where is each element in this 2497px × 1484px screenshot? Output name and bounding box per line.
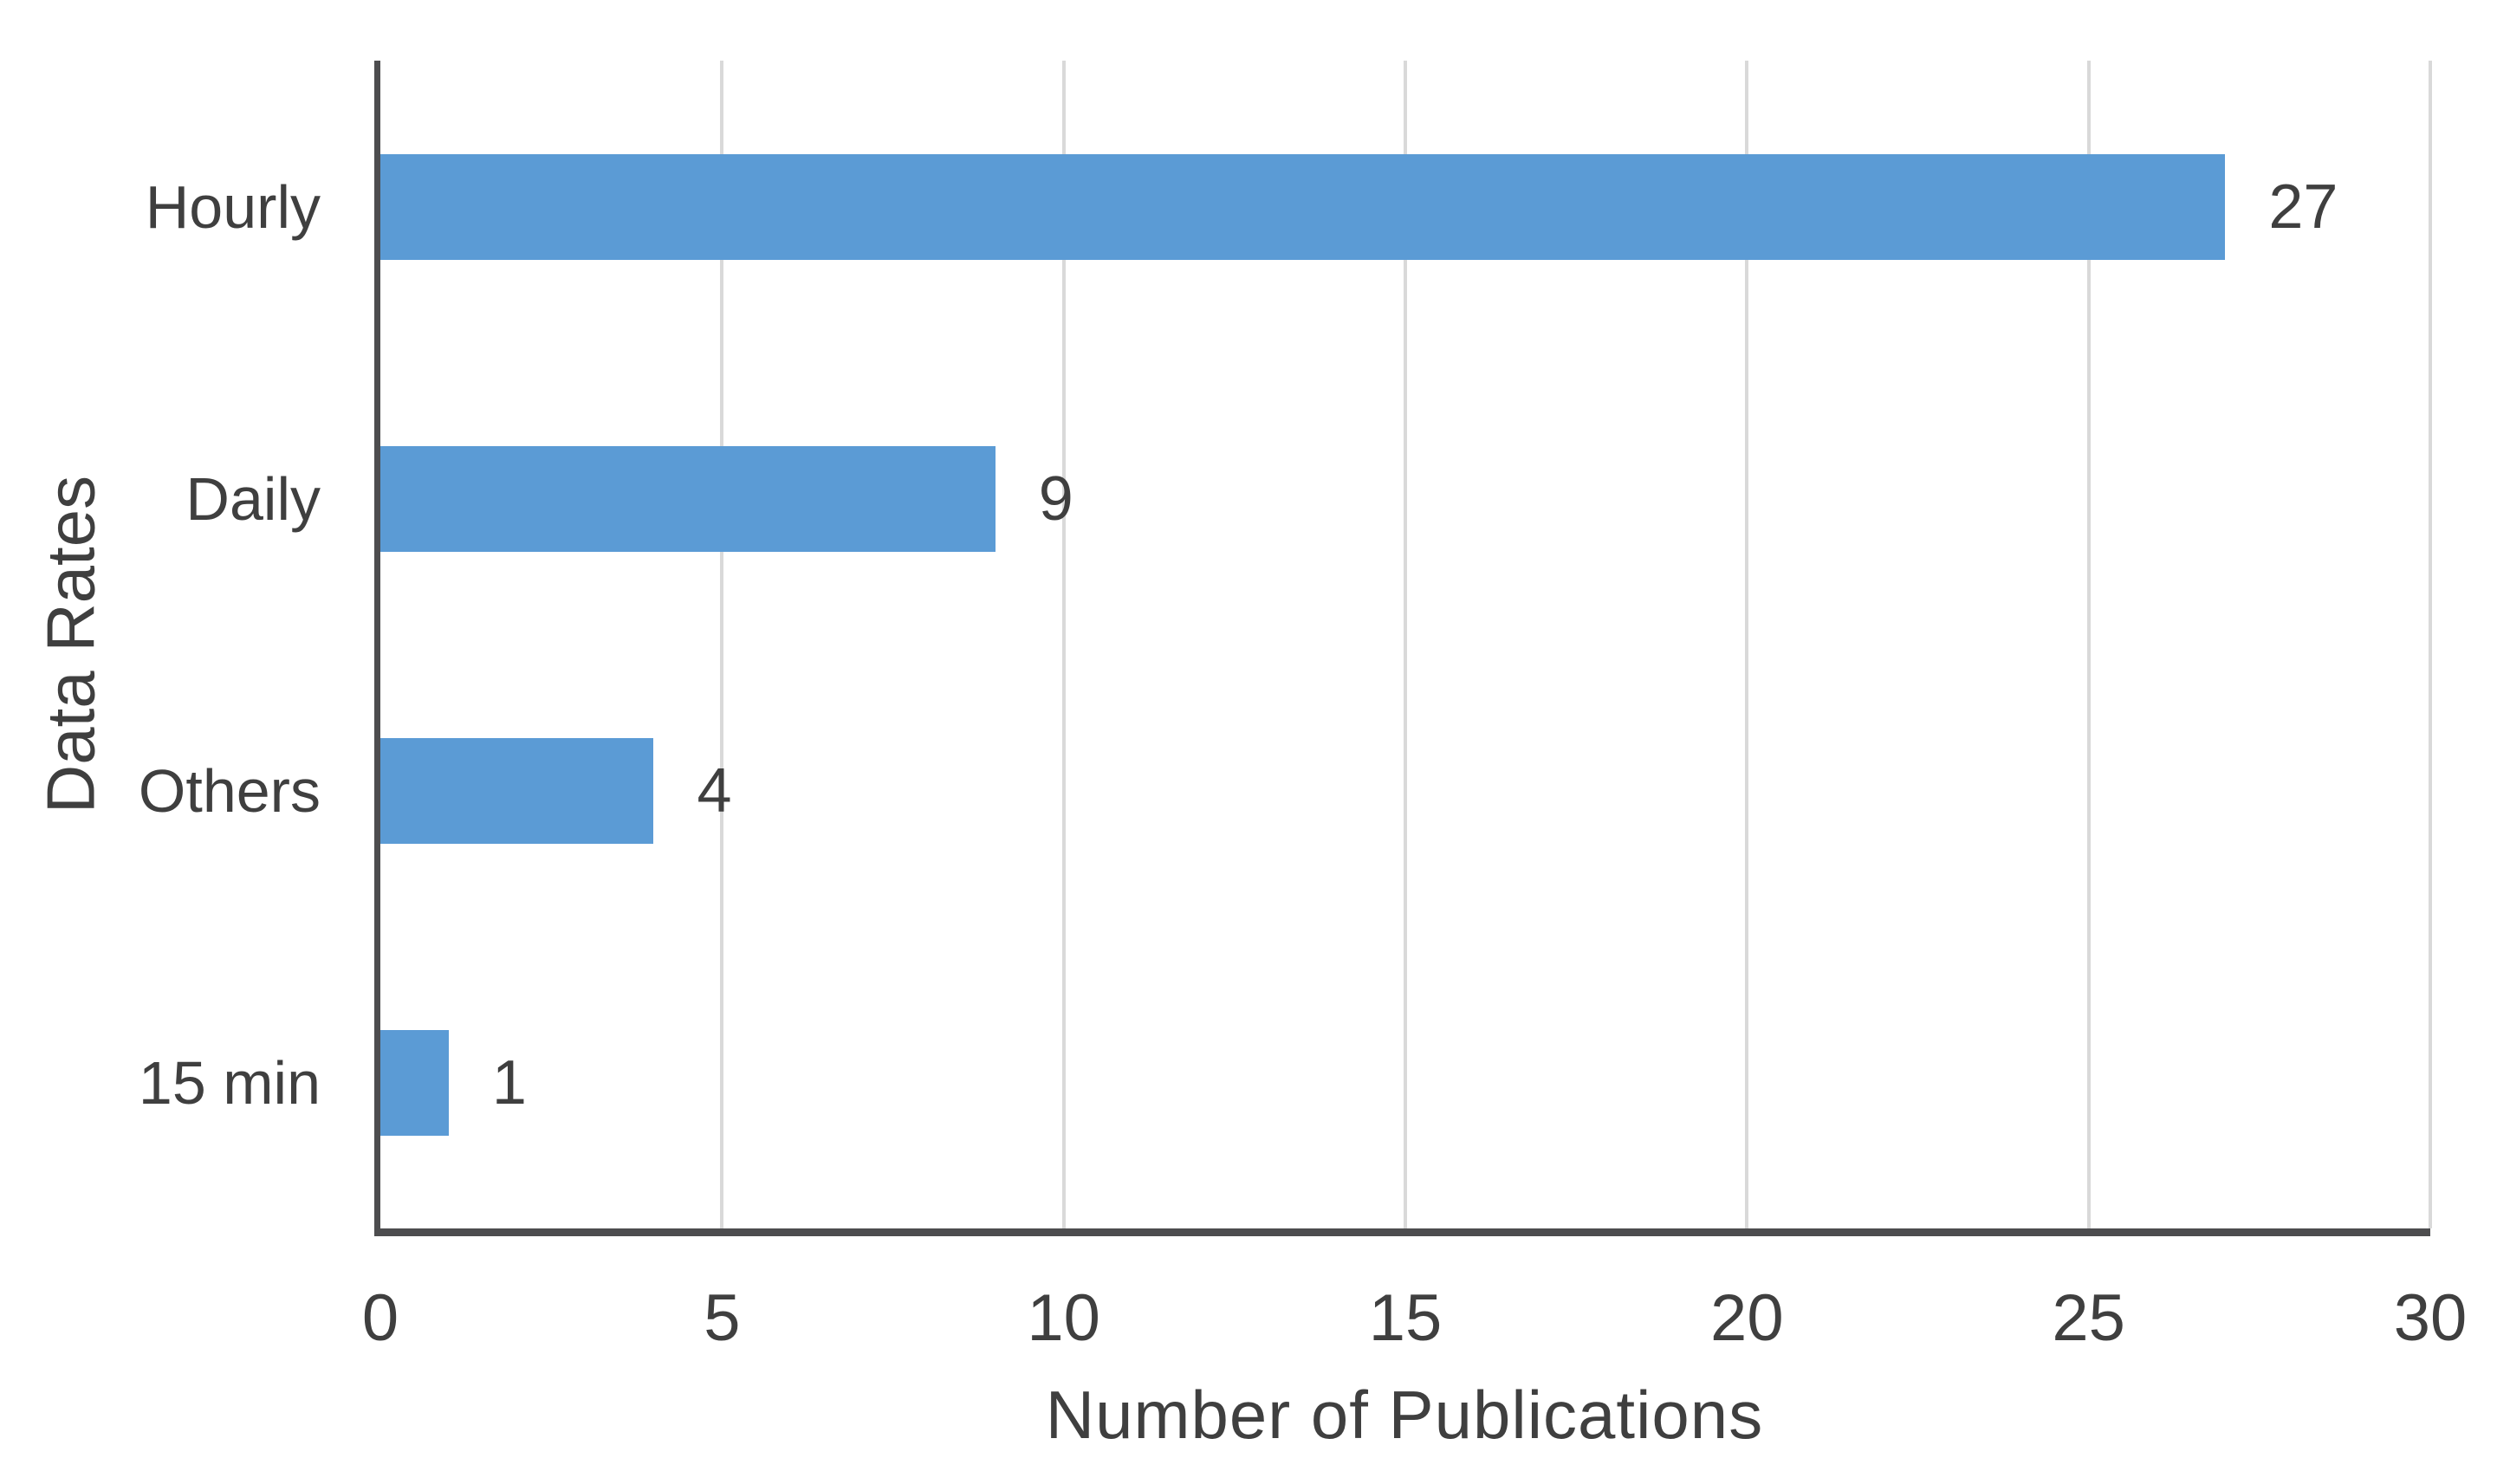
bar-value-label-others: 4 xyxy=(697,755,732,826)
category-label-daily: Daily xyxy=(185,464,321,533)
x-tick-label-15: 15 xyxy=(1368,1281,1443,1355)
bar-value-label-daily: 9 xyxy=(1038,463,1073,534)
gridline-x-30 xyxy=(2429,61,2432,1228)
bar-value-label-hourly: 27 xyxy=(2268,172,2338,242)
x-tick-label-20: 20 xyxy=(1710,1281,1784,1355)
x-tick-label-25: 25 xyxy=(2052,1281,2125,1355)
bar-daily xyxy=(380,445,996,552)
category-label-hourly: Hourly xyxy=(145,172,321,241)
x-tick-label-30: 30 xyxy=(2393,1281,2468,1355)
gridline-x-5 xyxy=(720,61,724,1228)
gridline-x-15 xyxy=(1404,61,1407,1228)
gridline-x-25 xyxy=(2086,61,2091,1228)
bar-value-label-15-min: 1 xyxy=(491,1047,527,1118)
plot-area: 27 9 4 1 xyxy=(374,61,2432,1236)
bar-others xyxy=(380,737,654,844)
bar-hourly xyxy=(380,153,2226,260)
category-label-others: Others xyxy=(138,756,321,825)
x-axis-title: Number of Publications xyxy=(1045,1377,1764,1453)
x-tick-label-0: 0 xyxy=(361,1281,399,1355)
gridline-x-10 xyxy=(1061,61,1066,1228)
bar-15-min xyxy=(380,1029,449,1136)
x-tick-label-10: 10 xyxy=(1027,1281,1100,1355)
x-tick-label-5: 5 xyxy=(704,1281,741,1355)
gridline-x-20 xyxy=(1745,61,1749,1228)
category-label-15-min: 15 min xyxy=(138,1048,321,1117)
